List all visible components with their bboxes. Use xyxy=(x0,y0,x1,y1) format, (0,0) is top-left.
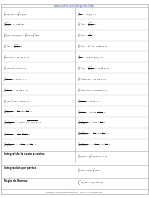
Text: $\int e^x dx = e^x + c,\ (n\neq -1)$: $\int e^x dx = e^x + c,\ (n\neq -1)$ xyxy=(77,43,109,50)
Text: $\int\frac{1}{\sqrt{a^2-x^2}}dx = \arcsin\frac{x}{a}+c$: $\int\frac{1}{\sqrt{a^2-x^2}}dx = \arcsi… xyxy=(77,119,108,127)
Text: $\int\frac{1}{\cos^2 x}dx = \tan x + c$: $\int\frac{1}{\cos^2 x}dx = \tan x + c$ xyxy=(3,75,28,83)
Text: $\int a^x dx = \frac{a^x}{\ln a} + c$: $\int a^x dx = \frac{a^x}{\ln a} + c$ xyxy=(77,32,97,39)
Text: $\int\frac{1}{x}dx = \ln|x\pm g(x)| + c$: $\int\frac{1}{x}dx = \ln|x\pm g(x)| + c$ xyxy=(77,53,105,61)
Text: $\int e^x\arctan x = \arctan x + c$: $\int e^x\arctan x = \arctan x + c$ xyxy=(77,86,110,94)
Text: Integral de la suma a costos: Integral de la suma a costos xyxy=(4,152,45,156)
Text: $\int\sin x\,dx = -\cos x + c$: $\int\sin x\,dx = -\cos x + c$ xyxy=(3,54,31,61)
Text: Regla de Barrow: Regla de Barrow xyxy=(4,179,28,183)
Text: $\int\frac{1}{a^2+x^2}dx = \frac{1}{a}\arctan\frac{x}{a} + c$: $\int\frac{1}{a^2+x^2}dx = \frac{1}{a}\a… xyxy=(3,108,33,116)
Text: $\int\frac{1}{\sqrt{x^2\pm a^2}}dx = \ln|x+\sqrt{x^2\pm a^2}|+c$: $\int\frac{1}{\sqrt{x^2\pm a^2}}dx = \ln… xyxy=(3,119,43,127)
Text: $\int_a^b f(x)dx = F(b) - F(a)$: $\int_a^b f(x)dx = F(b) - F(a)$ xyxy=(77,179,105,188)
Text: $\int x^n dx = \frac{x^{n+1}}{n+1} + c$: $\int x^n dx = \frac{x^{n+1}}{n+1} + c$ xyxy=(77,21,98,29)
Text: $\int x^n dx = \frac{x^{n+1}}{n+1} + c$: $\int x^n dx = \frac{x^{n+1}}{n+1} + c$ xyxy=(3,42,24,51)
Text: $\int\frac{a^2}{\sqrt{a^2+x^2}}dx = \frac{1}{2}\arctan(\frac{x}{a})+c$: $\int\frac{a^2}{\sqrt{a^2+x^2}}dx = \fra… xyxy=(77,130,111,138)
Text: $\int\frac{1}{x}dx = \ln|x| + c$: $\int\frac{1}{x}dx = \ln|x| + c$ xyxy=(77,10,98,18)
Text: $\int\cos x\,dx = \sin x + c$: $\int\cos x\,dx = \sin x + c$ xyxy=(3,65,28,72)
Text: $\int af(x)dx = a\int f(x)dx$: $\int af(x)dx = a\int f(x)dx$ xyxy=(3,10,28,18)
Text: $\int\frac{x^{n+1}}{n+1}+c,\ n\neq -1$: $\int\frac{x^{n+1}}{n+1}+c,\ n\neq -1$ xyxy=(3,21,26,29)
Text: $\int [f(x)\pm g(x)]dx = \int fdx \pm \int gdx$: $\int [f(x)\pm g(x)]dx = \int fdx \pm \i… xyxy=(3,32,41,39)
Text: $\int u\,dv = uv - \int v\,du$: $\int u\,dv = uv - \int v\,du$ xyxy=(77,166,101,174)
Text: Siendo F una primitiva de f(x),   m, R, y C constantes.: Siendo F una primitiva de f(x), m, R, y … xyxy=(46,192,103,193)
Text: $\int\frac{1}{a^2-x^2}dx = \frac{1}{2a}\ln\frac{a+x}{a-x}+c$: $\int\frac{1}{a^2-x^2}dx = \frac{1}{2a}\… xyxy=(3,130,32,138)
Text: www.vitutor.com/integrales.html: www.vitutor.com/integrales.html xyxy=(54,4,95,8)
Text: $\int x\cos^2 x\,dx = \tan x + c$: $\int x\cos^2 x\,dx = \tan x + c$ xyxy=(3,97,31,105)
Text: Integración por partes: Integración por partes xyxy=(4,166,37,170)
Text: $\int\frac{x}{\sqrt{a^2+x^2}}dx = -\frac{1}{a}\arctan\frac{x}{a}+c$: $\int\frac{x}{\sqrt{a^2+x^2}}dx = -\frac… xyxy=(77,141,112,149)
Text: $\int\frac{1}{\sin^2 x}dx = -\cot\frac{x}{\sin^2 x}+c$: $\int\frac{1}{\sin^2 x}dx = -\cot\frac{x… xyxy=(77,108,108,116)
Text: $\int\frac{1}{\cos^2 x}dx = \tan x + c$: $\int\frac{1}{\cos^2 x}dx = \tan x + c$ xyxy=(77,97,102,105)
Text: $\int x^n dx = \frac{x^{n+1}}{n+1}+c,\ (n\neq -1)$: $\int x^n dx = \frac{x^{n+1}}{n+1}+c,\ (… xyxy=(77,64,111,72)
Text: $\int\frac{1}{\sin^2 x}dx = -\cot x + c$: $\int\frac{1}{\sin^2 x}dx = -\cot x + c$ xyxy=(3,86,30,94)
Text: $\int e^x\tan x\,dx = -\cos x + c$: $\int e^x\tan x\,dx = -\cos x + c$ xyxy=(77,75,109,83)
Text: $\int\frac{x}{\sqrt{a^2-x^2}}dx = -\frac{1}{a}\arcsin\frac{x}{a}+c$: $\int\frac{x}{\sqrt{a^2-x^2}}dx = -\frac… xyxy=(3,141,37,149)
Text: $\int f(x)dx = [\int f(x)dx] + c\;dx$: $\int f(x)dx = [\int f(x)dx] + c\;dx$ xyxy=(77,152,110,160)
